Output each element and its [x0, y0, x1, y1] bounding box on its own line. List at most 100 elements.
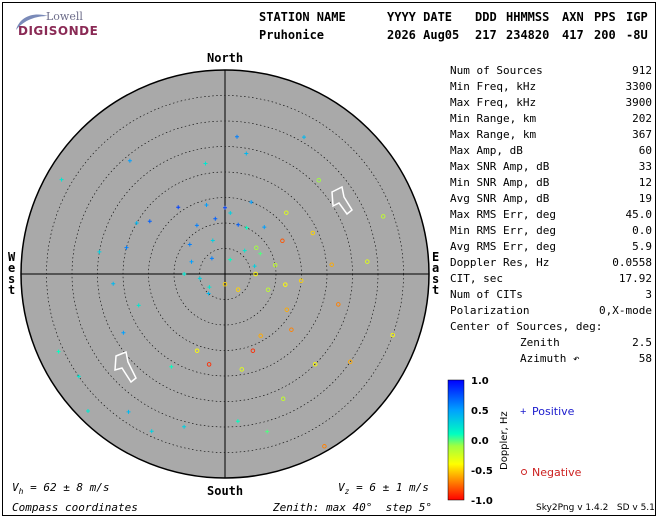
data-point-positive: [56, 349, 61, 354]
data-point-negative: [329, 262, 334, 267]
station-name-label: STATION NAME: [259, 10, 346, 24]
stat-value: 12: [638, 176, 652, 189]
data-point-positive: [210, 238, 215, 243]
stat-value: 0,X-mode: [599, 304, 652, 317]
legend-positive: Positive: [532, 405, 575, 418]
stat-value: 58: [638, 352, 652, 365]
data-point-positive: [223, 205, 227, 210]
stat-row: Min Range, km 202: [450, 112, 652, 128]
stat-label: Num of Sources: [450, 64, 543, 77]
data-point-negative: [348, 359, 353, 365]
data-point-positive: [111, 281, 116, 286]
data-point-positive: [228, 211, 233, 215]
ddd-value: 217: [475, 28, 497, 42]
data-point-negative: [206, 362, 212, 367]
stat-value: 45.0: [625, 208, 653, 221]
colorbar-tick-label: 0.0: [471, 436, 489, 447]
data-point-negative: [250, 348, 256, 353]
data-point-negative: [380, 214, 386, 219]
data-point-positive: [252, 264, 257, 269]
stat-label: CIT, sec: [450, 272, 503, 285]
data-point-positive: [209, 256, 214, 261]
data-point-positive: [59, 177, 64, 182]
stat-value: 5.9: [632, 240, 652, 253]
data-point-positive: [182, 272, 187, 276]
stat-row: Avg SNR Amp, dB 19: [450, 192, 652, 208]
stat-label: Min RMS Err, deg: [450, 224, 556, 237]
stat-row: Zenith 2.5: [450, 336, 652, 352]
data-point-positive: [235, 419, 240, 424]
stat-value: 3: [645, 288, 652, 301]
stat-value: 0.0: [632, 224, 652, 237]
data-point-negative: [280, 238, 285, 244]
stat-value: 367: [632, 128, 652, 141]
data-point-positive: [121, 330, 126, 335]
stat-row: Num of Sources 912: [450, 64, 652, 80]
data-point-negative: [312, 361, 318, 367]
colorbar-tick-label: -0.5: [471, 466, 493, 477]
date-value: 2026 Aug05: [387, 28, 460, 42]
data-point-positive: [244, 151, 249, 156]
data-point-positive: [134, 221, 139, 225]
data-point-positive: [97, 249, 102, 254]
vh-readout: Vh = 62 ± 8 m/s: [12, 481, 110, 497]
data-point-negative: [235, 287, 241, 292]
data-point-negative: [289, 327, 294, 332]
colorbar-label: Doppler, Hz: [499, 411, 510, 470]
data-point-negative: [265, 287, 271, 292]
data-point-positive: [136, 303, 141, 308]
data-point-negative: [390, 332, 395, 338]
stat-row: Max Freq, kHz 3900: [450, 96, 652, 112]
pps-value: 200: [594, 28, 616, 42]
igp-label: IGP: [626, 10, 648, 24]
data-point-negative: [322, 444, 327, 449]
data-point-positive: [147, 219, 152, 224]
stat-label: Min SNR Amp, dB: [450, 176, 550, 189]
colorbar-tick-label: 1.0: [471, 376, 489, 387]
stat-row: Min RMS Err, deg 0.0: [450, 224, 652, 240]
data-point-positive: [194, 223, 199, 228]
colorbar-tick-label: 0.5: [471, 406, 489, 417]
data-point-negative: [272, 262, 278, 268]
positive-marker-icon: +: [520, 406, 526, 418]
stat-value: 33: [638, 160, 652, 173]
date-label: YYYY DATE: [387, 10, 453, 24]
stat-label: Azimuth ↶: [520, 352, 580, 365]
stat-value: 17.92: [618, 272, 652, 285]
data-point-positive: [127, 158, 132, 163]
logo-lowell: Lowell: [46, 10, 83, 23]
data-point-positive: [182, 424, 187, 429]
stat-row: CIT, sec 17.92: [450, 272, 652, 288]
colorbar-ticks: 1.0 0.5 0.0 -0.5 -1.0: [471, 376, 501, 507]
stat-label: Zenith: [520, 336, 560, 349]
data-point-positive: [213, 216, 218, 221]
stat-row: Max Amp, dB 60: [450, 144, 652, 160]
data-point-positive: [249, 200, 254, 205]
axn-value: 417: [562, 28, 584, 42]
stat-value: 3900: [625, 96, 653, 109]
stat-row: Max RMS Err, deg 45.0: [450, 208, 652, 224]
stat-row: Min SNR Amp, dB 12: [450, 176, 652, 192]
data-point-positive: [197, 276, 202, 281]
data-point-positive: [189, 259, 194, 264]
data-point-positive: [206, 291, 211, 296]
data-point-positive: [242, 248, 247, 253]
data-point-negative: [253, 271, 258, 277]
compass-west: West: [8, 250, 16, 297]
data-point-positive: [207, 285, 212, 290]
stat-row: Num of CITs 3: [450, 288, 652, 304]
source-points: [56, 134, 395, 449]
data-point-positive: [176, 205, 181, 210]
stat-label: Center of Sources, deg:: [450, 320, 603, 333]
data-point-negative: [316, 177, 322, 183]
stat-label: Max Range, km: [450, 128, 537, 141]
data-point-negative: [254, 245, 259, 251]
colorbar-tick-label: -1.0: [471, 496, 493, 507]
data-point-negative: [365, 259, 370, 264]
drift-arrow-icon: [331, 185, 353, 216]
frame: [2, 2, 656, 516]
data-point-negative: [298, 278, 304, 283]
stat-label: Avg SNR Amp, dB: [450, 192, 550, 205]
compass-north: North: [207, 51, 244, 65]
